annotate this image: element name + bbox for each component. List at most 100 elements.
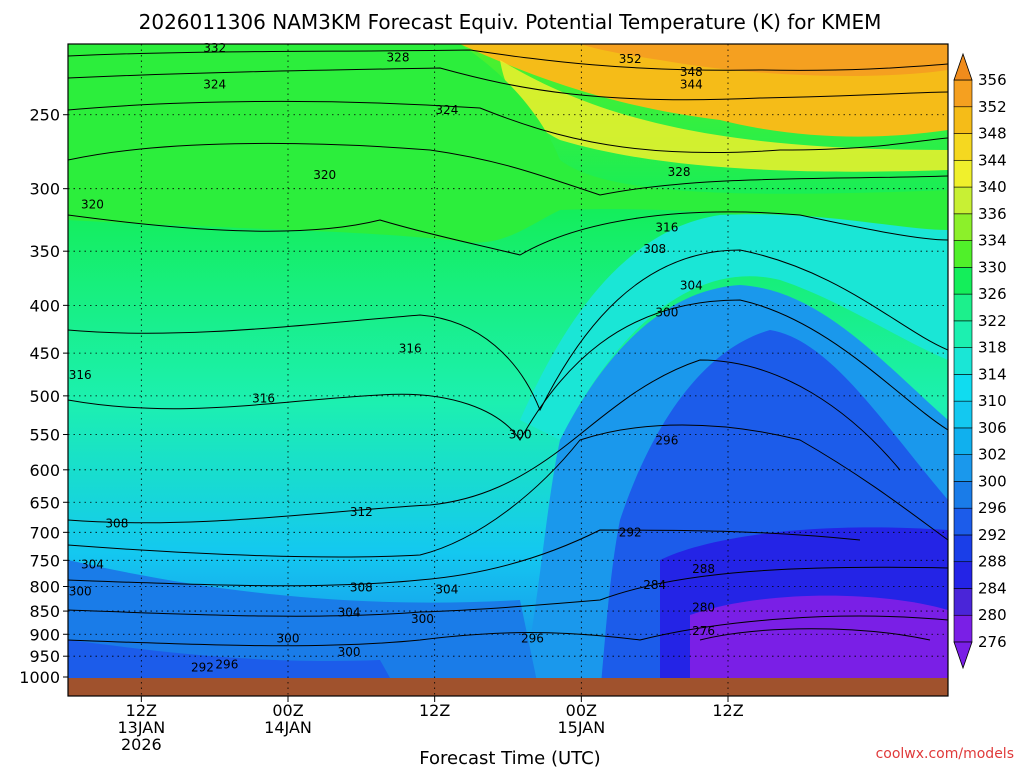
contour-label-text: 280 <box>692 601 715 615</box>
colorbar-label: 292 <box>978 526 1007 544</box>
contour-label-text: 304 <box>338 606 361 620</box>
chart-title: 2026011306 NAM3KM Forecast Equiv. Potent… <box>139 10 882 34</box>
plot-area <box>68 44 948 696</box>
y-tick-label: 250 <box>29 106 60 125</box>
colorbar: 276 280 284 288 292 296 300 302 306 310 314 318 322 3… <box>953 52 1007 670</box>
colorbar-label: 310 <box>978 392 1007 410</box>
colorbar-swatch <box>953 320 973 348</box>
contour-label: 344 <box>680 77 703 91</box>
contour-label-text: 308 <box>105 517 128 531</box>
ground-terrain <box>68 678 948 696</box>
y-tick-label: 350 <box>29 242 60 261</box>
contour-line <box>68 100 948 154</box>
contour-line <box>68 615 948 647</box>
y-tick-label: 400 <box>29 296 60 315</box>
contour-label-text: 328 <box>668 165 691 179</box>
contour-label-text: 312 <box>350 505 373 519</box>
contour-label-text: 276 <box>692 624 715 638</box>
contour-label-text: 344 <box>680 77 703 91</box>
colorbar-label: 322 <box>978 312 1007 330</box>
colorbar-label: 318 <box>978 339 1007 357</box>
y-tick-label: 950 <box>29 647 60 666</box>
contour-label: 316 <box>69 368 92 382</box>
contour-label: 304 <box>338 606 361 620</box>
contour-label: 300 <box>655 305 678 319</box>
contour-line <box>68 566 948 617</box>
colorbar-swatch <box>953 427 973 455</box>
colorbar-swatch <box>953 507 973 536</box>
colorbar-label: 314 <box>978 365 1007 383</box>
colorbar-swatch <box>953 79 973 108</box>
x-tick-label: 13JAN <box>117 718 165 737</box>
colorbar-swatch <box>953 240 973 268</box>
contour-label: 324 <box>203 77 226 91</box>
contour-label-text: 288 <box>692 562 715 576</box>
y-tick-label: 800 <box>29 577 60 596</box>
contour-label-text: 316 <box>69 368 92 382</box>
contour-label-text: 304 <box>680 279 703 293</box>
contour-label: 300 <box>338 645 361 659</box>
y-tick-label: 750 <box>29 551 60 570</box>
contour-label: 308 <box>105 517 128 531</box>
contour-label-text: 300 <box>509 428 532 442</box>
colorbar-swatch <box>953 534 973 563</box>
contour-label-text: 316 <box>399 342 422 356</box>
y-axis: 250 300 350 400 450 500 550 600 650 700 750 800 850 9… <box>19 106 68 687</box>
y-tick-label: 450 <box>29 344 60 363</box>
contour-label-text: 300 <box>655 305 678 319</box>
contour-label-text: 352 <box>619 52 642 66</box>
colorbar-label: 344 <box>978 151 1007 169</box>
contour-label-text: 296 <box>215 658 238 672</box>
colorbar-swatch <box>953 561 973 589</box>
contour-label: 316 <box>252 391 275 405</box>
contour-label-text: 296 <box>655 433 678 447</box>
x-tick-label: 12Z <box>712 701 743 720</box>
colorbar-swatch <box>953 267 973 295</box>
x-tick-label: 15JAN <box>557 718 605 737</box>
contour-label: 296 <box>215 658 238 672</box>
contour-label-text: 300 <box>277 631 300 645</box>
x-tick-label: 14JAN <box>264 718 312 737</box>
colorbar-label: 288 <box>978 553 1007 571</box>
contour-label: 292 <box>619 525 642 539</box>
colorbar-swatch <box>953 159 973 188</box>
y-tick-label: 700 <box>29 523 60 542</box>
contour-label-text: 292 <box>191 661 214 675</box>
colorbar-swatch <box>953 347 973 375</box>
contour-line <box>68 529 861 587</box>
contour-label-text: 308 <box>643 242 666 256</box>
contour-line <box>68 359 901 524</box>
contour-label: 296 <box>655 433 678 447</box>
contour-label: 316 <box>655 220 678 234</box>
colorbar-swatch <box>953 133 973 161</box>
colorbar-swatch <box>953 588 973 616</box>
colorbar-swatch <box>953 106 973 134</box>
contour-label-text: 300 <box>69 585 92 599</box>
y-tick-label: 900 <box>29 625 60 644</box>
field-region-orange-top <box>580 44 948 76</box>
colorbar-label: 348 <box>978 125 1007 143</box>
contour-label: 296 <box>521 631 544 645</box>
contour-label: 280 <box>692 601 715 615</box>
credit-text[interactable]: coolwx.com/models <box>876 746 1014 762</box>
plot-frame <box>67 43 949 697</box>
colorbar-swatch <box>953 454 973 482</box>
contour-line <box>68 249 948 412</box>
contour-label-text: 332 <box>203 41 226 55</box>
contour-line <box>68 49 948 71</box>
field-region-teal-right <box>520 214 948 440</box>
contour-label-text: 328 <box>387 50 410 64</box>
contour-label: 348 <box>680 65 703 79</box>
y-tick-label: 850 <box>29 602 60 621</box>
colorbar-label: 276 <box>978 633 1007 651</box>
contour-label-text: 324 <box>203 77 226 91</box>
contour-label: 304 <box>81 558 104 572</box>
contour-line <box>68 211 948 256</box>
contour-label: 316 <box>399 342 422 356</box>
y-tick-label: 500 <box>29 387 60 406</box>
y-tick-label: 550 <box>29 426 60 445</box>
grid-lines <box>68 44 948 696</box>
contour-label-text: 308 <box>350 581 373 595</box>
colorbar-label: 284 <box>978 579 1007 597</box>
